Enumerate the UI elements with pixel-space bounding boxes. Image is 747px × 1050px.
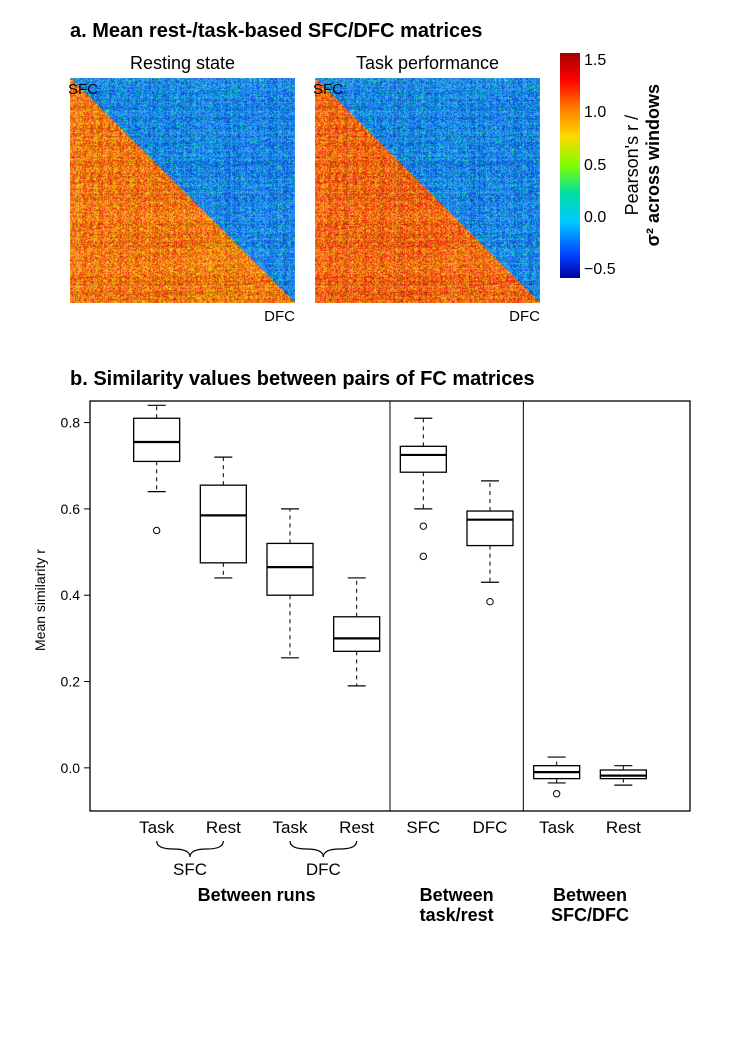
colorbar-tick: −0.5 [584,262,616,278]
y-tick: 0.0 [61,760,81,776]
colorbar-tick: 1.5 [584,53,616,69]
matrix-caption: Task performance [315,53,540,74]
colorbar-tick: 0.0 [584,210,616,226]
brace-label: SFC [173,860,207,879]
group-label: Between [553,885,627,905]
colorbar-tick: 0.5 [584,158,616,174]
group-label: task/rest [420,905,494,925]
box [267,543,313,595]
box-label: Rest [206,818,241,837]
brace [290,841,357,857]
fc-matrix [315,78,540,303]
sfc-label: SFC [68,81,98,98]
colorbar-block: 1.5 1.0 0.5 0.0 −0.5 Pearson's r / σ² across… [560,53,664,278]
box-label: Rest [339,818,374,837]
panel-a-title: a. Mean rest-/task-based SFC/DFC matrice… [70,20,737,43]
panel-b-title: b. Similarity values between pairs of FC… [70,368,737,391]
y-tick: 0.2 [61,674,81,690]
dfc-label: DFC [264,308,295,325]
outlier [487,598,493,604]
colorbar-tick: 1.0 [584,105,616,121]
matrix-row: Resting stateSFCDFCTask performanceSFCDF… [70,53,737,303]
y-axis-label: Mean similarity r [32,549,48,651]
box-label: Task [539,818,574,837]
group-label: Between [420,885,494,905]
box [467,511,513,546]
group-label: SFC/DFC [551,905,629,925]
outlier [420,553,426,559]
box-label: SFC [406,818,440,837]
box-label: Task [139,818,174,837]
panel-b: b. Similarity values between pairs of FC… [40,368,737,936]
box [134,418,180,461]
colorbar-label: Pearson's r / σ² across windows [622,84,664,246]
matrix-block: Task performanceSFCDFC [315,53,540,303]
brace [157,841,224,857]
y-tick: 0.4 [61,587,81,603]
y-tick: 0.8 [61,415,81,431]
boxplot: 0.0 0.2 0.4 0.6 0.8 Task Rest Task Rest SFC DFC Tas… [40,391,700,931]
dfc-label: DFC [509,308,540,325]
box [200,485,246,563]
box-label: Rest [606,818,641,837]
outlier [153,527,159,533]
box [334,617,380,652]
outlier [553,791,559,797]
fc-matrix [70,78,295,303]
colorbar [560,53,580,278]
brace-label: DFC [306,860,341,879]
group-label: Between runs [198,885,316,905]
box-label: DFC [473,818,508,837]
matrix-caption: Resting state [70,53,295,74]
matrix-block: Resting stateSFCDFC [70,53,295,303]
panel-a: a. Mean rest-/task-based SFC/DFC matrice… [10,20,737,303]
outlier [420,523,426,529]
sfc-label: SFC [313,81,343,98]
box [400,446,446,472]
y-tick: 0.6 [61,501,81,517]
box-label: Task [273,818,308,837]
box [600,770,646,779]
